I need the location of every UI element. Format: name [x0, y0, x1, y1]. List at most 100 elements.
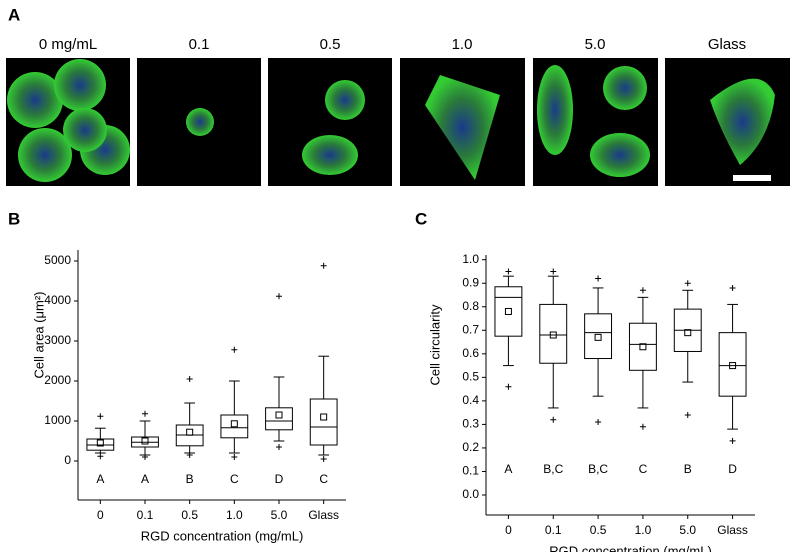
mean [684, 329, 692, 337]
outlier [276, 293, 282, 300]
group-label: B [186, 472, 194, 486]
x-tick-label: 0.5 [590, 523, 607, 537]
outlier [97, 413, 104, 420]
x-tick-label: Glass [308, 508, 339, 522]
box [584, 313, 613, 360]
y-tick-label: 0 [64, 453, 71, 467]
y-tick-label: 0.1 [462, 464, 479, 478]
outlier [231, 346, 238, 353]
y-axis-label: Cell area (μm²) [31, 292, 46, 379]
outlier [186, 452, 193, 458]
outlier [142, 410, 148, 417]
y-tick-label: 0.7 [462, 322, 479, 336]
y-tick-label: 0.0 [462, 487, 479, 501]
box [220, 414, 249, 439]
x-axis-label: RGD concentration (mg/mL) [141, 528, 304, 543]
y-tick-label: 0.5 [462, 370, 479, 384]
group-label: A [96, 472, 104, 486]
panel-label: A [8, 5, 20, 24]
box [309, 398, 338, 446]
outlier [595, 419, 602, 426]
mean [639, 343, 647, 351]
x-tick-label: 0 [97, 508, 104, 522]
y-tick-label: 5000 [44, 253, 71, 267]
x-tick-label: 5.0 [679, 523, 696, 537]
group-label: D [728, 462, 737, 476]
y-tick-label: 2000 [44, 373, 71, 387]
outlier [231, 454, 238, 460]
x-tick-label: Glass [717, 523, 748, 537]
group-label: C [639, 462, 648, 476]
mean [549, 331, 557, 339]
outlier [684, 412, 691, 418]
image-label: 5.0 [585, 36, 606, 53]
scale-bar [733, 175, 771, 181]
x-axis-label: RGD concentration (mg/mL) [549, 543, 712, 552]
y-tick-label: 1.0 [462, 252, 479, 266]
y-tick-label: 0.6 [462, 346, 479, 360]
group-label: B,C [588, 462, 608, 476]
box [539, 303, 568, 364]
box [718, 332, 747, 397]
y-axis-label: Cell circularity [427, 304, 442, 385]
y-tick-label: 0.3 [462, 417, 479, 431]
box [265, 407, 293, 431]
y-tick-label: 1000 [44, 413, 71, 427]
y-tick-label: 0.8 [462, 299, 479, 313]
outlier [639, 423, 646, 430]
image-label: Glass [708, 36, 746, 53]
y-tick-label: 3000 [44, 333, 71, 347]
outlier [550, 268, 557, 275]
outlier [550, 416, 557, 423]
mean [141, 437, 149, 445]
box [494, 286, 523, 337]
outlier [639, 287, 646, 294]
y-tick-label: 0.9 [462, 275, 479, 289]
outlier [320, 456, 327, 462]
micrographs [6, 58, 790, 186]
outlier [97, 453, 104, 460]
mean [594, 333, 602, 341]
image-label: 0 mg/mL [39, 36, 97, 53]
outlier [276, 444, 282, 450]
mean [230, 420, 238, 428]
mean [504, 307, 512, 315]
outlier [186, 376, 193, 382]
x-tick-label: 1.0 [635, 523, 652, 537]
group-label: D [275, 472, 284, 486]
panel-label: B [8, 209, 20, 228]
outlier [142, 454, 148, 460]
x-tick-label: 0 [505, 523, 512, 537]
box [628, 322, 657, 371]
x-tick-label: 0.5 [181, 508, 198, 522]
outlier [595, 275, 602, 282]
outlier [505, 383, 512, 390]
outlier [505, 268, 512, 275]
mean [186, 428, 194, 436]
mean [96, 439, 104, 447]
mean [275, 411, 283, 419]
panel-label: C [415, 209, 427, 228]
group-label: B,C [543, 462, 563, 476]
mean [320, 413, 328, 421]
image-label: 0.5 [320, 36, 341, 53]
group-label: A [141, 472, 149, 486]
y-tick-label: 0.4 [462, 393, 479, 407]
x-tick-label: 0.1 [545, 523, 562, 537]
group-label: A [504, 462, 512, 476]
outlier [684, 280, 691, 287]
mean [729, 362, 737, 370]
outlier [729, 284, 736, 291]
x-tick-label: 1.0 [226, 508, 243, 522]
group-label: C [230, 472, 239, 486]
y-tick-label: 0.2 [462, 440, 479, 454]
x-tick-label: 0.1 [137, 508, 154, 522]
y-tick-label: 4000 [44, 293, 71, 307]
image-label: 0.1 [189, 36, 210, 53]
outlier [320, 262, 327, 269]
group-label: B [684, 462, 692, 476]
image-label: 1.0 [452, 36, 473, 53]
group-label: C [319, 472, 328, 486]
x-tick-label: 5.0 [271, 508, 288, 522]
